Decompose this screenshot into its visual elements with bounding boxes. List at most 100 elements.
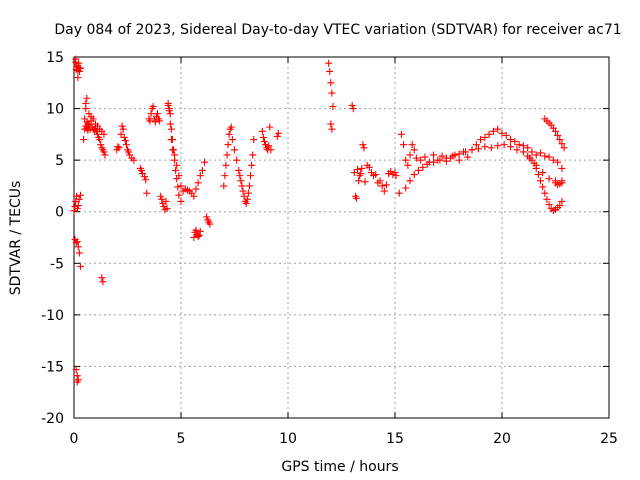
data-point (329, 103, 337, 111)
data-point (143, 189, 151, 197)
data-point (404, 161, 412, 169)
data-point (240, 192, 248, 200)
data-point (494, 125, 502, 133)
data-point (430, 151, 438, 159)
data-point (99, 278, 107, 286)
data-point (348, 101, 356, 109)
data-point (167, 125, 175, 133)
data-point (196, 227, 204, 235)
data-point (358, 164, 366, 172)
data-point (98, 274, 106, 282)
data-point (474, 145, 482, 153)
data-point (402, 184, 410, 192)
data-point (158, 195, 166, 203)
data-point (115, 144, 123, 152)
data-point (97, 141, 105, 149)
data-point (122, 141, 130, 149)
data-point (224, 141, 232, 149)
y-tick-label: -5 (50, 256, 64, 272)
data-point (156, 117, 164, 125)
data-point (117, 130, 125, 138)
data-point (558, 140, 566, 148)
data-point (72, 239, 80, 247)
data-point (406, 177, 414, 185)
data-point (380, 187, 388, 195)
data-point (74, 243, 82, 251)
grid-lines (74, 57, 609, 418)
data-point (391, 169, 399, 177)
data-point (206, 220, 214, 228)
data-point (149, 103, 157, 111)
data-point (163, 205, 171, 213)
data-point (177, 197, 185, 205)
data-point (239, 187, 247, 195)
data-point (487, 144, 495, 152)
data-point (455, 150, 463, 158)
data-point (410, 146, 418, 154)
data-point (175, 191, 183, 199)
data-point (378, 182, 386, 190)
data-point (147, 110, 155, 118)
data-point (412, 154, 420, 162)
data-point (477, 136, 485, 144)
data-point (238, 182, 246, 190)
data-point (259, 133, 267, 141)
data-point (539, 183, 547, 191)
data-point (524, 144, 532, 152)
data-point (82, 105, 90, 113)
data-point (325, 59, 333, 67)
data-point (421, 153, 429, 161)
data-point (242, 199, 250, 207)
data-point (481, 143, 489, 151)
data-point (130, 156, 138, 164)
data-point (260, 138, 268, 146)
data-point (223, 151, 231, 159)
data-point (249, 151, 257, 159)
data-point (541, 152, 549, 160)
data-point (225, 130, 233, 138)
x-tick-label: 5 (177, 431, 186, 447)
data-point (400, 141, 408, 149)
data-point (194, 179, 202, 187)
data-point (174, 183, 182, 191)
data-point (402, 156, 410, 164)
data-point (355, 177, 363, 185)
data-point (121, 137, 129, 145)
data-point (485, 130, 493, 138)
data-point (244, 189, 252, 197)
data-point (74, 376, 82, 384)
data-point (146, 117, 154, 125)
data-point (359, 141, 367, 149)
data-point (274, 129, 282, 137)
data-point (327, 79, 335, 87)
data-point (171, 151, 179, 159)
data-point (410, 171, 418, 179)
y-axis-label: SDTVAR / TECUs (8, 181, 24, 296)
data-point (382, 181, 390, 189)
data-point (543, 195, 551, 203)
data-point (75, 195, 83, 203)
data-point (235, 166, 243, 174)
data-point (515, 141, 523, 149)
data-point (545, 175, 553, 183)
data-point (376, 177, 384, 185)
x-axis-label: GPS time / hours (281, 459, 398, 475)
data-point (142, 176, 150, 184)
y-tick-label: 0 (55, 205, 64, 221)
chart-title: Day 084 of 2023, Sidereal Day-to-day VTE… (54, 22, 621, 38)
data-point (328, 125, 336, 133)
data-point (502, 131, 510, 139)
data-point (357, 170, 365, 178)
data-point (408, 141, 416, 149)
data-point (164, 99, 172, 107)
data-point (354, 165, 362, 173)
data-point (449, 152, 457, 160)
data-point (455, 156, 463, 164)
x-tick-label: 20 (493, 431, 511, 447)
data-point (172, 166, 180, 174)
data-point (221, 172, 229, 180)
data-point (545, 200, 553, 208)
data-point (498, 129, 506, 137)
data-point (141, 173, 149, 181)
